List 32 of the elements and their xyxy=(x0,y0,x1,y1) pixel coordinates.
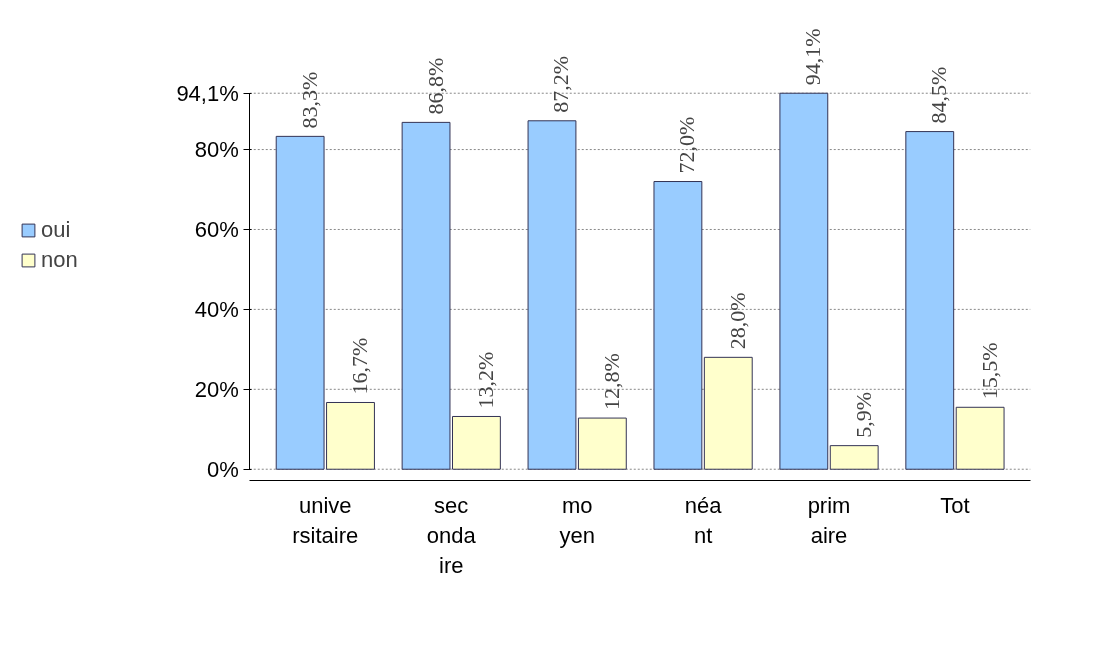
x-tick-label: Tot xyxy=(940,492,970,518)
data-label: 16,7% xyxy=(347,337,372,395)
legend-label: non xyxy=(41,247,78,273)
data-label: 12,8% xyxy=(598,353,624,411)
x-tick-label: sec onda ire xyxy=(426,492,477,578)
y-tick-label: 20% xyxy=(194,376,239,402)
y-tick-label: 60% xyxy=(194,216,239,242)
data-label: 15,5% xyxy=(976,342,1002,400)
x-tick-label: unive rsitaire xyxy=(292,492,359,548)
x-tick-label: mo yen xyxy=(559,492,595,548)
y-tick-label: 40% xyxy=(194,296,239,322)
data-label: 72,0% xyxy=(674,116,700,174)
x-tick-label: néa nt xyxy=(684,492,723,548)
y-tick-label: 80% xyxy=(194,137,239,163)
x-tick-label: prim aire xyxy=(807,492,851,548)
data-label: 86,8% xyxy=(422,57,448,115)
bar xyxy=(703,356,753,470)
bar xyxy=(653,181,703,470)
data-label: 83,3% xyxy=(296,71,322,129)
bar xyxy=(779,92,829,470)
y-tick-label: 0% xyxy=(206,456,239,482)
data-label: 5,9% xyxy=(850,391,876,438)
data-label: 87,2% xyxy=(548,55,574,113)
bar xyxy=(955,406,1005,470)
data-label: 28,0% xyxy=(724,292,750,350)
bar xyxy=(905,131,955,470)
data-label: 13,2% xyxy=(472,351,498,409)
y-tick-label: 94,1% xyxy=(176,80,239,106)
bar xyxy=(829,445,879,470)
data-label: 84,5% xyxy=(926,66,952,124)
legend-label: oui xyxy=(41,217,71,243)
data-label: 94,1% xyxy=(800,28,826,86)
